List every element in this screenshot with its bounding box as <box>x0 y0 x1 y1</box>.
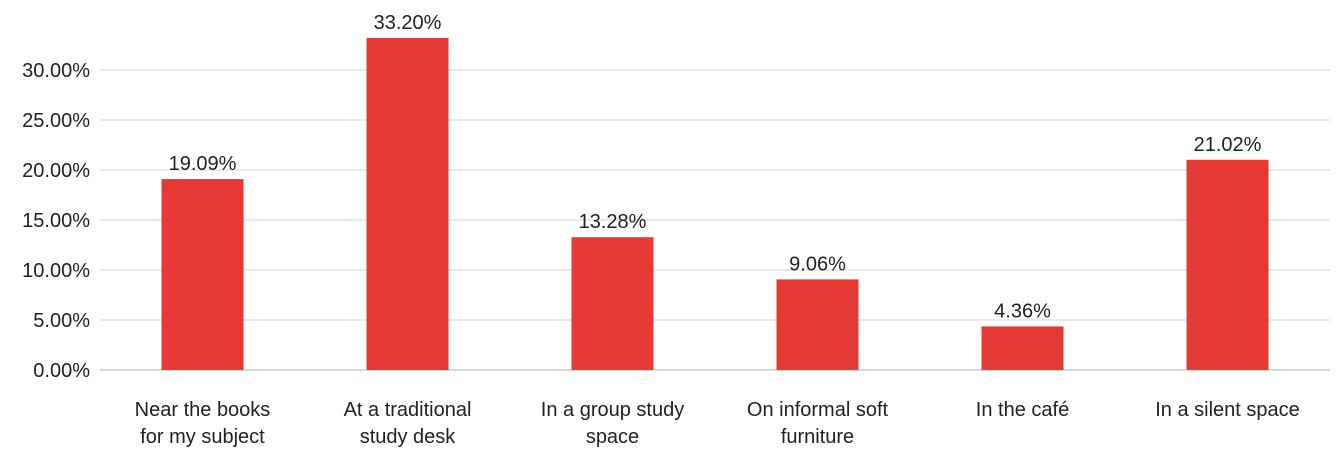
bar <box>571 237 654 370</box>
x-axis-categories: Near the books for my subject At a traditi… <box>135 399 1300 448</box>
category-label-line: In a group study <box>541 399 684 421</box>
category-label: At a traditional study desk <box>344 399 472 448</box>
category-label-line: furniture <box>781 426 854 448</box>
category-label: In the café <box>976 399 1069 421</box>
category-label-line: space <box>586 426 639 448</box>
y-tick-label: 10.00% <box>22 260 90 282</box>
category-label-line: At a traditional <box>344 399 472 421</box>
y-tick-label: 0.00% <box>33 360 90 382</box>
category-label-line: In the café <box>976 399 1069 421</box>
y-tick-label: 30.00% <box>22 60 90 82</box>
category-label-line: for my subject <box>140 426 265 448</box>
category-label: Near the books for my subject <box>135 399 271 448</box>
bar <box>981 326 1064 370</box>
category-label-line: study desk <box>360 426 457 448</box>
y-tick-label: 5.00% <box>33 310 90 332</box>
category-label-line: Near the books <box>135 399 271 421</box>
bars <box>161 38 1269 370</box>
gridlines <box>100 69 1330 371</box>
data-label: 21.02% <box>1194 134 1262 156</box>
category-label: On informal soft furniture <box>747 399 889 448</box>
bar <box>776 279 859 370</box>
data-label: 13.28% <box>579 211 647 233</box>
y-axis-ticks: 0.00% 5.00% 10.00% 15.00% 20.00% 25.00% 30.00% <box>22 60 90 382</box>
category-label: In a group study space <box>541 399 684 448</box>
bar <box>1186 159 1269 370</box>
bar <box>366 38 449 370</box>
data-labels: 19.09% 33.20% 13.28% 9.06% 4.36% 21.02% <box>169 12 1262 322</box>
category-label: In a silent space <box>1155 399 1300 421</box>
data-label: 19.09% <box>169 153 237 175</box>
y-tick-label: 20.00% <box>22 160 90 182</box>
category-label-line: On informal soft <box>747 399 889 421</box>
category-label-line: In a silent space <box>1155 399 1300 421</box>
data-label: 33.20% <box>374 12 442 34</box>
data-label: 9.06% <box>789 253 846 275</box>
bar <box>161 179 244 370</box>
y-tick-label: 15.00% <box>22 210 90 232</box>
data-label: 4.36% <box>994 300 1051 322</box>
y-tick-label: 25.00% <box>22 110 90 132</box>
